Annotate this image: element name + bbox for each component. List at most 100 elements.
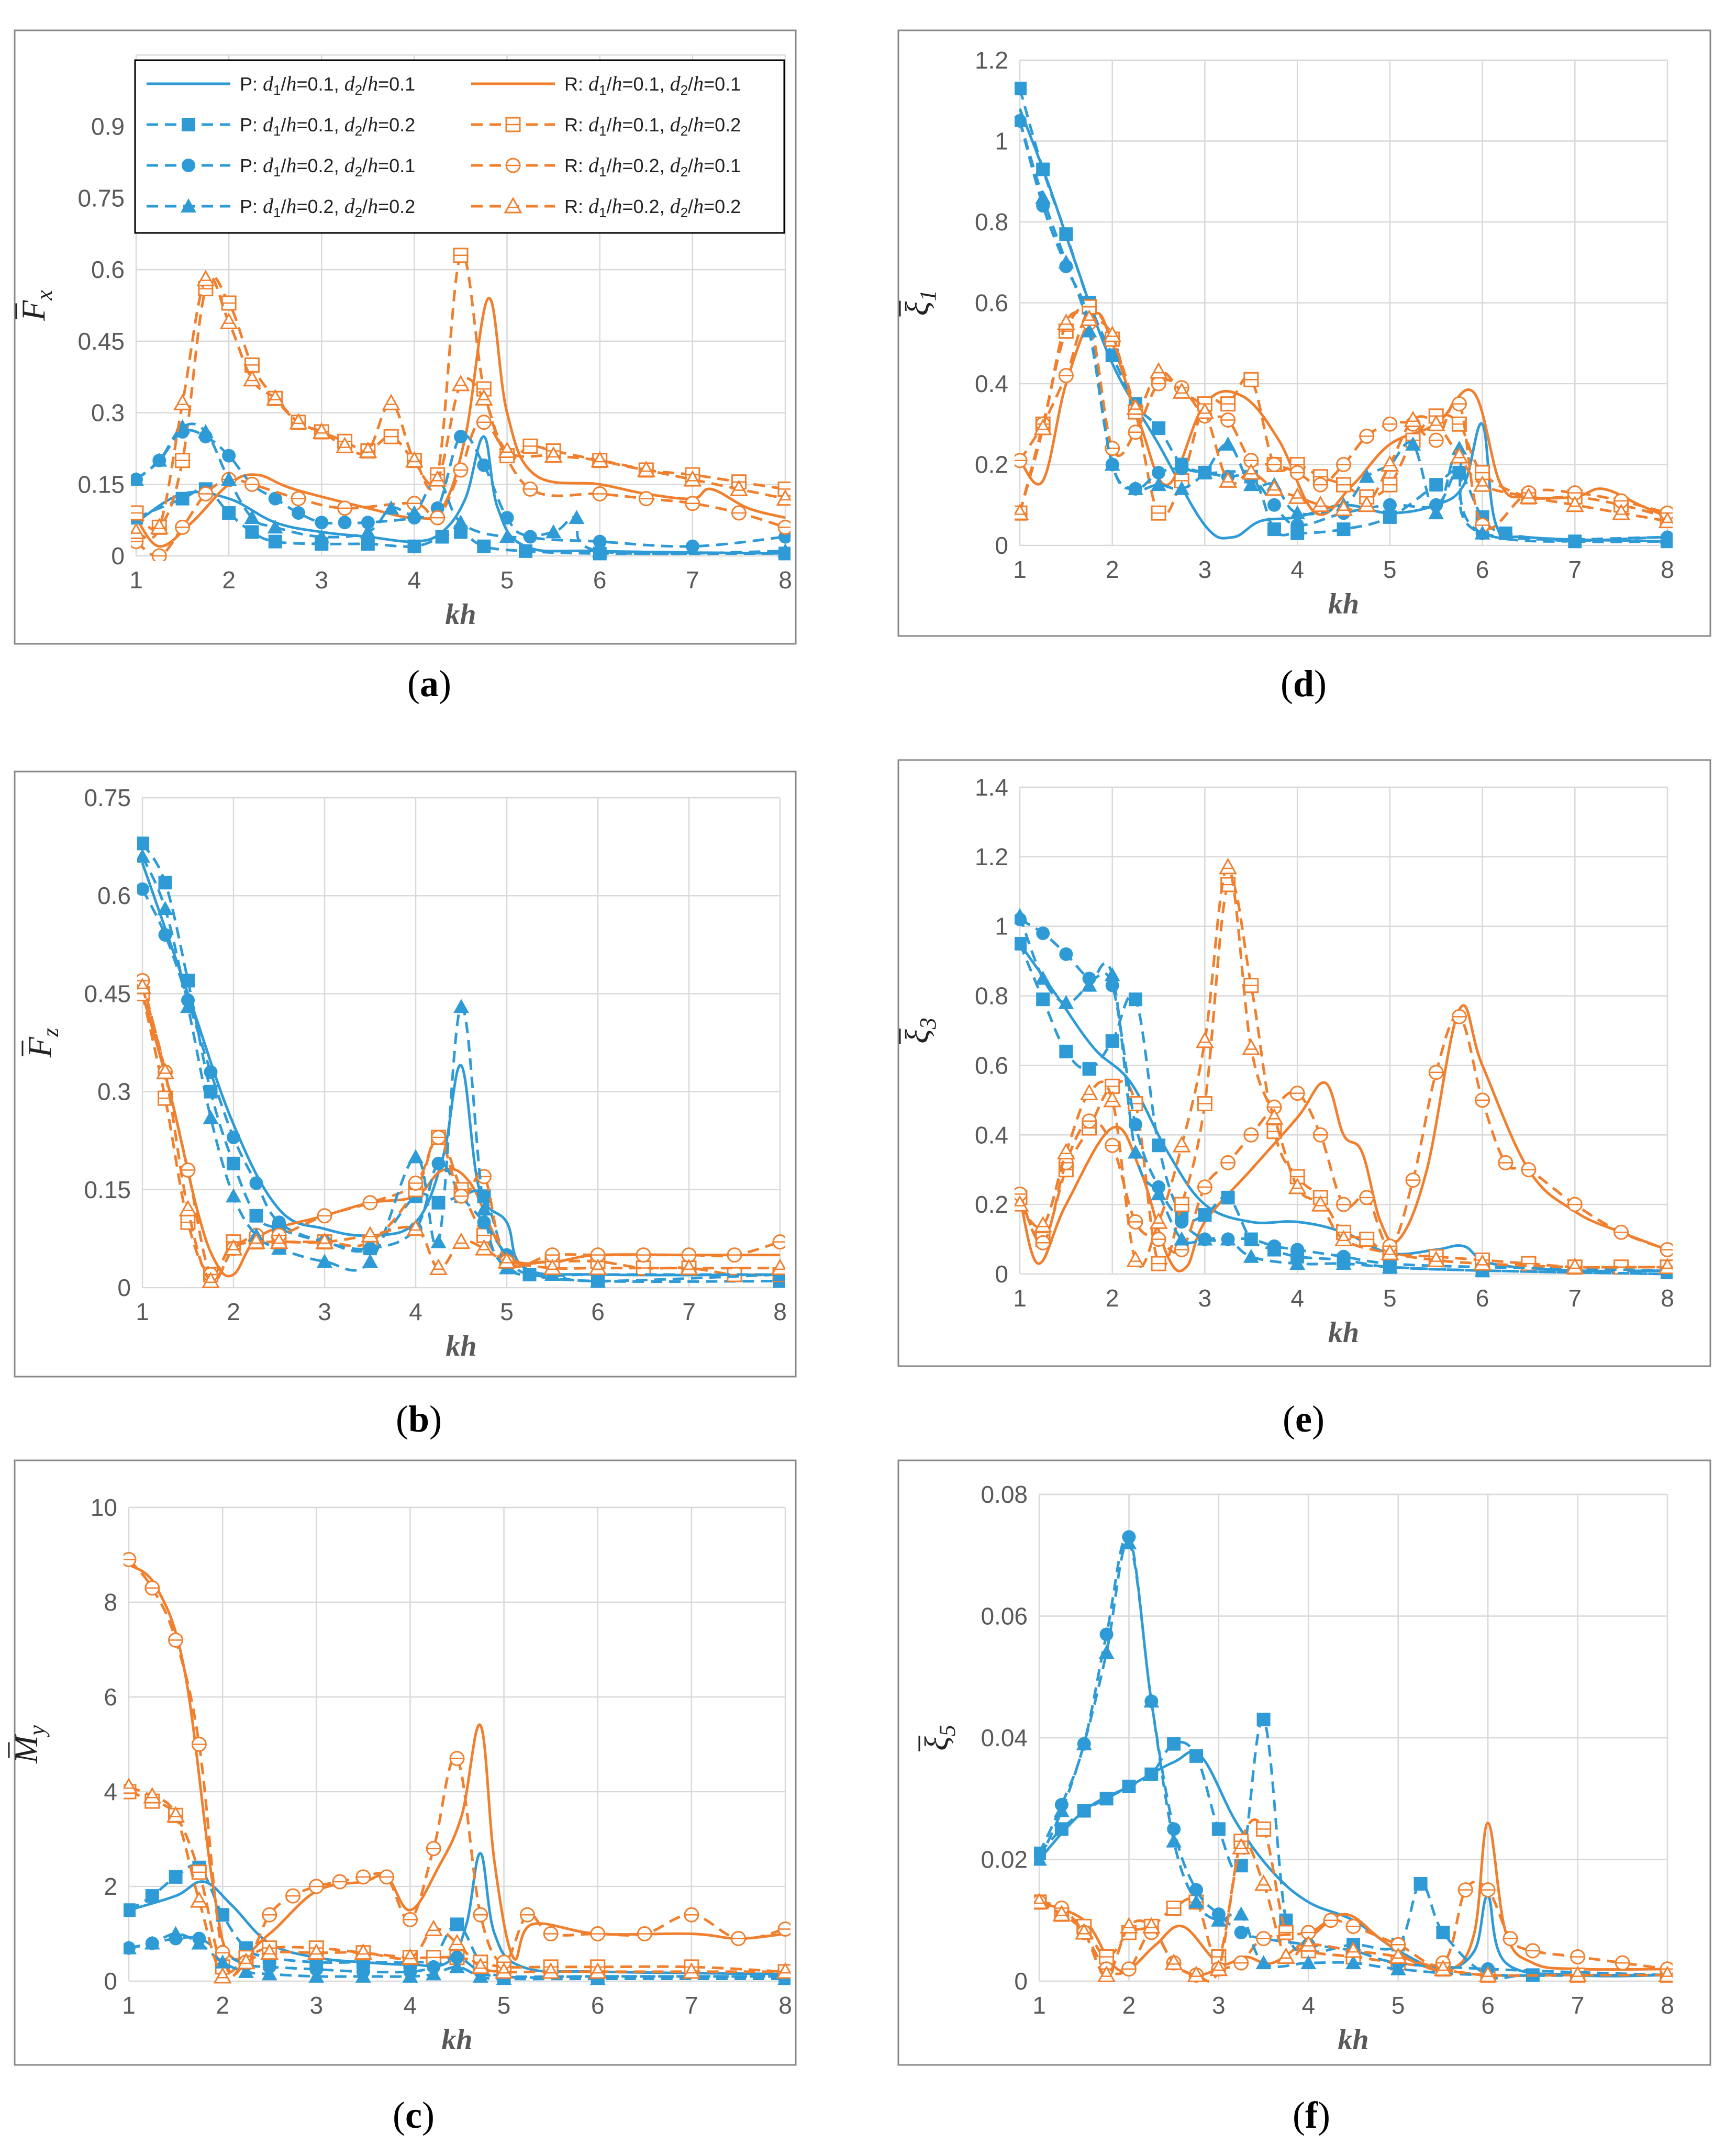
marker-square — [1267, 522, 1281, 537]
legend-label-part: h — [612, 153, 622, 177]
legend-label-part: / — [606, 155, 611, 176]
series-line — [1018, 1004, 1668, 1272]
y-axis-label-group: ξ5 — [918, 1725, 960, 1751]
x-tick-label: 1 — [136, 1298, 149, 1325]
y-tick-label: 0.08 — [981, 1481, 1028, 1508]
y-axis-subscript: x — [31, 290, 57, 301]
marker-triangle — [1209, 1959, 1228, 1976]
x-tick-label: 7 — [686, 566, 699, 594]
marker-circle — [1059, 947, 1073, 961]
legend-label-part: / — [281, 73, 286, 95]
legend-label-part: =0.2, — [297, 155, 344, 176]
x-axis-label: kh — [446, 1330, 476, 1362]
marker-triangle — [1103, 1090, 1122, 1108]
legend-label-part: 2 — [681, 164, 688, 180]
y-tick-label: 1 — [995, 913, 1008, 940]
marker-triangle — [1126, 1250, 1145, 1267]
marker-triangle — [1056, 1143, 1075, 1159]
x-tick-label: 5 — [1392, 1992, 1405, 2019]
marker-triangle — [1058, 254, 1074, 269]
marker-triangle — [541, 1962, 560, 1979]
marker-triangle — [1220, 436, 1236, 451]
y-tick-label: 0.6 — [97, 882, 131, 909]
marker-square — [1221, 1190, 1235, 1204]
x-tick-label: 7 — [685, 1992, 698, 2019]
legend-label-part: 2 — [681, 205, 688, 220]
caption-close: ) — [1314, 663, 1327, 705]
legend-entry: R: d1/h=0.1, d2/h=0.2 — [471, 113, 741, 139]
marker-triangle — [1195, 1031, 1214, 1048]
marker-triangle — [1289, 1256, 1306, 1270]
y-tick-label: 1.2 — [975, 843, 1008, 870]
marker-triangle — [1568, 1965, 1587, 1982]
y-tick-label: 0.15 — [77, 471, 125, 498]
marker-square — [361, 537, 375, 551]
marker-triangle — [475, 1239, 493, 1256]
y-tick-label: 0 — [995, 1260, 1008, 1288]
y-tick-label: 0.45 — [84, 980, 131, 1007]
marker-triangle — [1345, 1955, 1361, 1970]
legend-label-part: R: — [564, 114, 588, 136]
legend-label-part: =0.1, — [622, 73, 670, 95]
legend-label-part: / — [362, 73, 368, 95]
legend-entry: P: d1/h=0.2, d2/h=0.2 — [147, 194, 415, 220]
legend-label-part: d — [344, 194, 355, 218]
legend-label-part: 2 — [681, 82, 688, 98]
legend-label-part: =0.1 — [704, 73, 741, 95]
marker-circle — [1244, 1232, 1258, 1246]
caption-open: ( — [1293, 2094, 1305, 2136]
marker-circle — [1290, 518, 1305, 532]
marker-triangle — [1172, 382, 1191, 399]
marker-triangle — [499, 529, 515, 543]
marker-triangle — [196, 270, 215, 286]
marker-triangle — [771, 1258, 785, 1276]
legend-entry: R: d1/h=0.1, d2/h=0.1 — [471, 72, 741, 98]
marker-triangle — [637, 460, 655, 477]
marker-triangle — [1033, 1215, 1052, 1233]
legend-label-part: 1 — [599, 123, 606, 139]
marker-triangle — [1233, 1906, 1249, 1921]
caption-letter: b — [408, 1398, 429, 1440]
marker-triangle — [1428, 505, 1444, 520]
marker-triangle — [1658, 511, 1673, 529]
marker-triangle — [1097, 1965, 1116, 1982]
x-tick-label: 5 — [1383, 1284, 1397, 1312]
x-tick-label: 2 — [1106, 1284, 1119, 1312]
marker-triangle — [474, 389, 493, 406]
marker-triangle — [1052, 1905, 1071, 1922]
x-tick-label: 5 — [500, 566, 514, 594]
legend-entry: R: d1/h=0.2, d2/h=0.1 — [471, 153, 741, 180]
series-6 — [1015, 1009, 1673, 1257]
x-tick-label: 1 — [129, 566, 143, 594]
marker-triangle — [1242, 1038, 1261, 1055]
marker-circle — [450, 1950, 464, 1964]
marker-triangle — [197, 424, 214, 438]
marker-circle — [1290, 1243, 1305, 1257]
marker-triangle — [150, 518, 169, 534]
marker-circle — [477, 1215, 491, 1230]
x-tick-label: 2 — [216, 1992, 229, 2019]
marker-triangle — [1219, 471, 1238, 488]
marker-circle — [1189, 1883, 1203, 1897]
marker-triangle — [1076, 1736, 1092, 1750]
legend-label-part: h — [693, 194, 704, 218]
marker-triangle — [406, 505, 422, 519]
caption-close: ) — [439, 663, 451, 705]
y-tick-label: 0.2 — [975, 451, 1008, 478]
marker-triangle — [1056, 314, 1075, 330]
x-tick-label: 4 — [1301, 1992, 1315, 2019]
legend-label: R: d1/h=0.1, d2/h=0.1 — [564, 72, 741, 98]
marker-triangle — [1336, 1256, 1352, 1270]
chart-caption: (c) — [393, 2094, 435, 2136]
marker-triangle — [157, 901, 173, 915]
y-axis-label: My — [7, 1725, 50, 1764]
x-axis-label: kh — [1338, 2024, 1368, 2056]
marker-square — [407, 539, 421, 553]
marker-triangle — [247, 1232, 265, 1249]
marker-triangle — [449, 1959, 465, 1973]
marker-triangle — [168, 1926, 184, 1940]
x-axis-label: kh — [1328, 1316, 1359, 1349]
marker-circle — [1175, 1215, 1189, 1229]
legend-label-part: 2 — [355, 82, 362, 98]
